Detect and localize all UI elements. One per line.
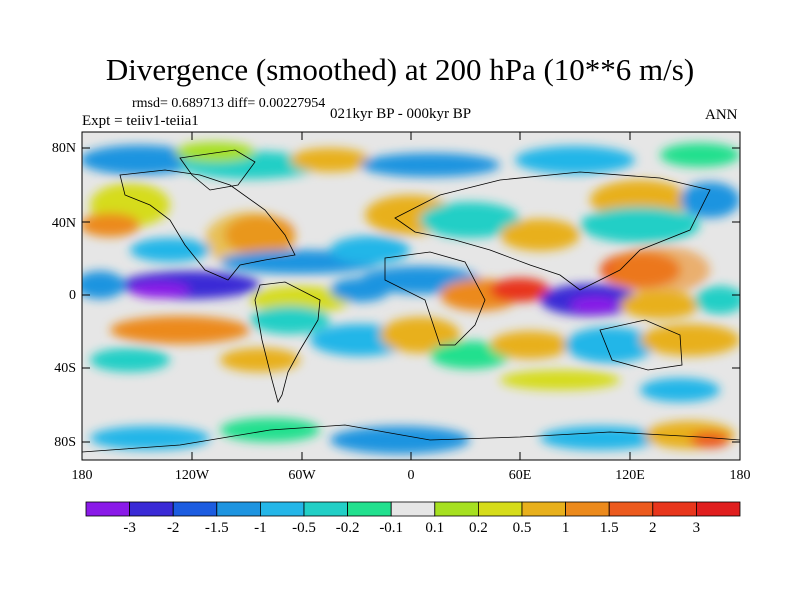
colorbar-swatch bbox=[172, 501, 218, 517]
lon-tick-60e: 60E bbox=[508, 468, 532, 483]
lon-tick-180w: 180 bbox=[71, 468, 93, 483]
colorbar-label: -0.1 bbox=[379, 520, 404, 536]
colorbar bbox=[85, 501, 741, 517]
africa-coast bbox=[384, 251, 486, 346]
lon-tick-180e: 180 bbox=[729, 468, 751, 483]
antarctica-coast bbox=[82, 424, 740, 453]
colorbar-label: -3 bbox=[123, 520, 136, 536]
colorbar-swatch bbox=[696, 501, 741, 517]
colorbar-label: -1 bbox=[254, 520, 267, 536]
lon-tick-60w: 60W bbox=[288, 468, 316, 483]
lat-tick-40s: 40S bbox=[54, 361, 76, 376]
colorbar-swatch bbox=[303, 501, 348, 517]
colorbar-label: 0.1 bbox=[425, 520, 445, 536]
colorbar-label: 2 bbox=[649, 520, 657, 536]
coastlines bbox=[82, 149, 740, 453]
axis-ticks bbox=[82, 132, 740, 460]
colorbar-swatch bbox=[259, 501, 305, 517]
period-label: 021kyr BP - 000kyr BP bbox=[330, 106, 472, 122]
map-title: Divergence (smoothed) at 200 hPa (10**6 … bbox=[105, 52, 695, 87]
contour-fields bbox=[82, 132, 740, 460]
lat-tick-80s: 80S bbox=[54, 435, 76, 450]
colorbar-swatch bbox=[652, 501, 697, 517]
colorbar-swatch bbox=[521, 501, 566, 517]
lat-tick-40n: 40N bbox=[51, 216, 76, 231]
colorbar-swatch bbox=[565, 501, 610, 517]
colorbar-swatch bbox=[347, 501, 392, 517]
eurasia-coast bbox=[394, 171, 711, 291]
colorbar-label: -0.2 bbox=[335, 520, 360, 536]
lat-tick-0: 0 bbox=[69, 288, 76, 303]
colorbar-label: -1.5 bbox=[204, 520, 229, 536]
colorbar-swatch bbox=[477, 501, 523, 517]
colorbar-label: 1 bbox=[561, 520, 570, 536]
colorbar-swatch bbox=[85, 501, 130, 517]
greenland-coast bbox=[179, 149, 256, 191]
lat-tick-80n: 80N bbox=[51, 141, 76, 156]
colorbar-label: -2 bbox=[166, 520, 180, 536]
lon-tick-0: 0 bbox=[407, 468, 415, 483]
colorbar-swatch bbox=[608, 501, 654, 517]
south-america-coast bbox=[254, 281, 321, 404]
rmsd-diff-label: rmsd= 0.689713 diff= 0.00227954 bbox=[132, 96, 326, 111]
colorbar-swatch bbox=[129, 501, 174, 517]
colorbar-label: -0.5 bbox=[292, 520, 316, 536]
season-label: ANN bbox=[705, 107, 738, 123]
colorbar-swatch bbox=[216, 501, 261, 517]
lon-tick-120w: 120W bbox=[174, 468, 210, 483]
colorbar-label: 0.2 bbox=[469, 520, 488, 536]
lon-tick-120e: 120E bbox=[615, 468, 645, 483]
north-america-coast bbox=[119, 169, 296, 281]
colorbar-label: 1.5 bbox=[599, 520, 619, 536]
experiment-label: Expt = teiiv1-teiia1 bbox=[82, 113, 199, 129]
australia-coast bbox=[599, 319, 683, 371]
colorbar-swatch bbox=[434, 501, 479, 517]
colorbar-swatch bbox=[390, 501, 436, 517]
colorbar-label: 0.5 bbox=[512, 520, 532, 536]
colorbar-label: 3 bbox=[692, 520, 701, 536]
